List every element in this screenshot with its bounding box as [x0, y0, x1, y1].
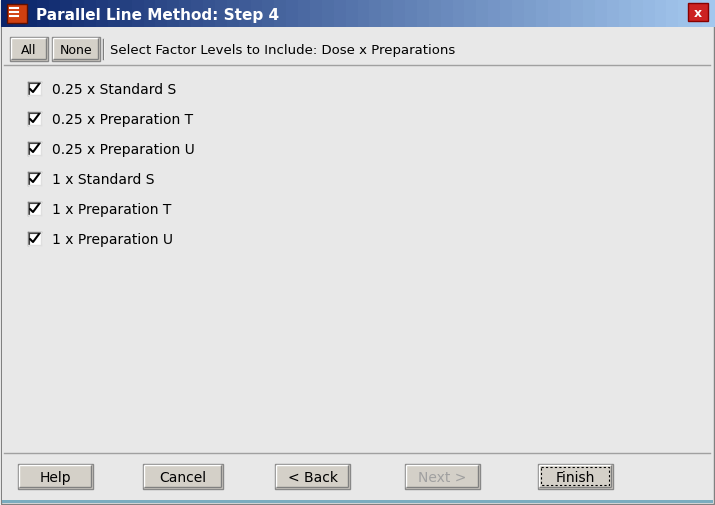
Bar: [28, 143, 41, 156]
Bar: [72, 1, 85, 28]
Bar: [440, 1, 453, 28]
Bar: [18, 464, 93, 489]
Bar: [28, 83, 41, 96]
Text: 1 x Standard S: 1 x Standard S: [52, 173, 154, 187]
Bar: [13, 1, 26, 28]
Bar: [476, 1, 489, 28]
Bar: [250, 1, 263, 28]
Bar: [702, 1, 715, 28]
Text: Finish: Finish: [556, 470, 595, 484]
Bar: [286, 1, 299, 28]
Bar: [655, 1, 668, 28]
Bar: [370, 1, 383, 28]
Bar: [679, 1, 691, 28]
Bar: [643, 1, 656, 28]
Bar: [84, 1, 97, 28]
Bar: [28, 113, 41, 126]
Bar: [538, 464, 613, 489]
Bar: [155, 1, 168, 28]
Bar: [203, 1, 216, 28]
Bar: [28, 203, 41, 216]
Bar: [690, 1, 703, 28]
Bar: [666, 1, 679, 28]
Text: Cancel: Cancel: [159, 470, 207, 484]
Bar: [215, 1, 228, 28]
Bar: [36, 1, 49, 28]
Text: Select Factor Levels to Include: Dose x Preparations: Select Factor Levels to Include: Dose x …: [110, 43, 455, 57]
Bar: [7, 5, 27, 24]
Bar: [607, 1, 620, 28]
Bar: [4, 36, 711, 64]
Bar: [275, 464, 350, 489]
Bar: [239, 1, 252, 28]
Bar: [393, 1, 406, 28]
Bar: [619, 1, 632, 28]
Bar: [52, 38, 100, 62]
Bar: [381, 1, 394, 28]
Bar: [143, 464, 223, 489]
Bar: [548, 1, 561, 28]
Bar: [28, 232, 41, 245]
Bar: [583, 1, 596, 28]
Bar: [132, 1, 144, 28]
Text: 1 x Preparation T: 1 x Preparation T: [52, 203, 172, 217]
Bar: [322, 1, 335, 28]
Bar: [536, 1, 548, 28]
Bar: [191, 1, 204, 28]
Bar: [571, 1, 584, 28]
Bar: [465, 1, 478, 28]
Bar: [227, 1, 240, 28]
Bar: [512, 1, 525, 28]
Bar: [334, 1, 347, 28]
Text: x: x: [694, 7, 702, 20]
Bar: [144, 1, 157, 28]
Bar: [345, 1, 358, 28]
Bar: [49, 1, 61, 28]
Bar: [2, 500, 713, 503]
Bar: [405, 1, 418, 28]
Bar: [120, 1, 133, 28]
Bar: [524, 1, 537, 28]
Bar: [1, 1, 14, 28]
Text: Next >: Next >: [418, 470, 467, 484]
Bar: [298, 1, 311, 28]
Bar: [28, 173, 41, 186]
Text: All: All: [21, 44, 36, 57]
Text: Help: Help: [40, 470, 72, 484]
Bar: [560, 1, 573, 28]
Bar: [108, 1, 121, 28]
Bar: [631, 1, 644, 28]
Bar: [60, 1, 74, 28]
Bar: [688, 4, 708, 22]
Bar: [488, 1, 501, 28]
Bar: [10, 38, 48, 62]
Bar: [417, 1, 430, 28]
Text: 0.25 x Preparation U: 0.25 x Preparation U: [52, 143, 194, 157]
Bar: [358, 1, 370, 28]
Bar: [500, 1, 513, 28]
Text: 0.25 x Preparation T: 0.25 x Preparation T: [52, 113, 193, 127]
Bar: [275, 1, 287, 28]
Bar: [167, 1, 180, 28]
Bar: [595, 1, 608, 28]
Bar: [25, 1, 38, 28]
Bar: [262, 1, 275, 28]
Text: None: None: [59, 44, 92, 57]
Bar: [179, 1, 192, 28]
Bar: [405, 464, 480, 489]
Bar: [96, 1, 109, 28]
Bar: [310, 1, 323, 28]
Text: 1 x Preparation U: 1 x Preparation U: [52, 232, 173, 246]
Bar: [429, 1, 442, 28]
Text: 0.25 x Standard S: 0.25 x Standard S: [52, 83, 177, 97]
Text: < Back: < Back: [287, 470, 337, 484]
Text: Parallel Line Method: Step 4: Parallel Line Method: Step 4: [36, 8, 279, 22]
Bar: [453, 1, 465, 28]
